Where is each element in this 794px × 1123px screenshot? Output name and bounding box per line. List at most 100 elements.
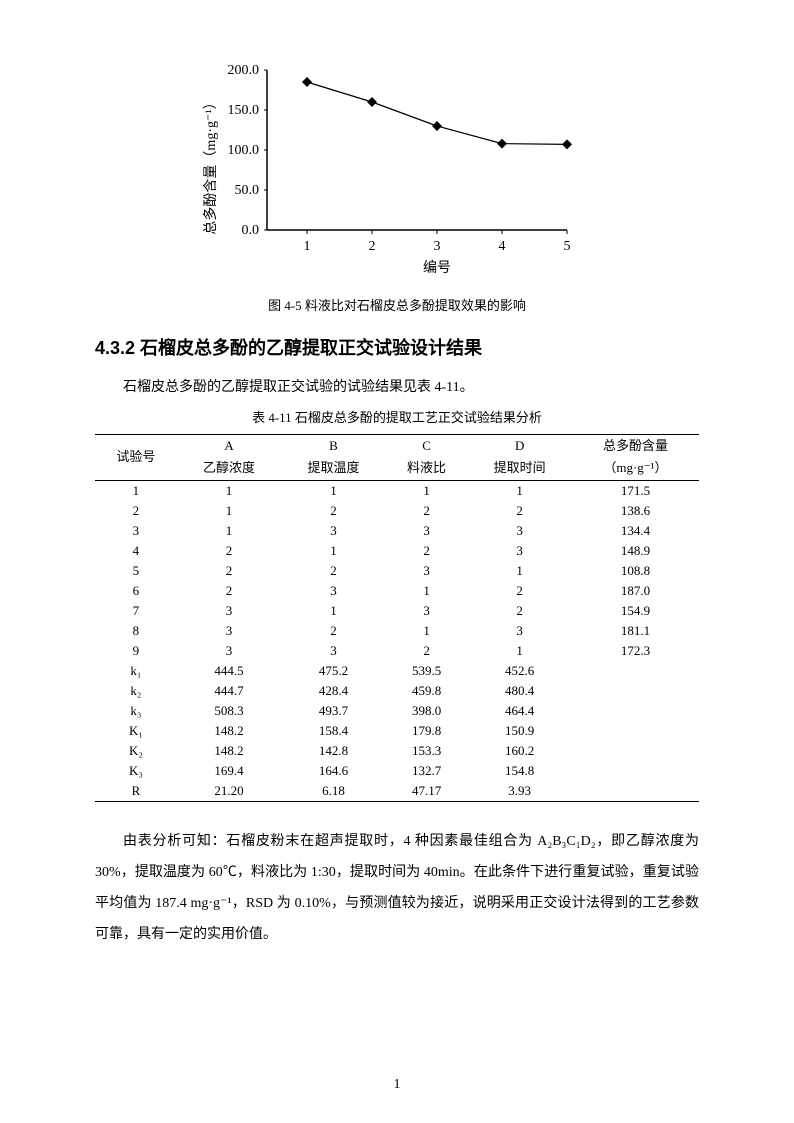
table-row: K₁148.2158.4179.8150.9	[95, 721, 699, 741]
table-cell: 2	[467, 501, 571, 521]
table-cell: 171.5	[572, 481, 699, 502]
table-cell: 150.9	[467, 721, 571, 741]
table-cell: 5	[95, 561, 177, 581]
table-cell: 2	[281, 501, 385, 521]
table-cell	[572, 741, 699, 761]
orthogonal-table: 试验号 A B C D 总多酚含量 乙醇浓度 提取温度 料液比 提取时间 （mg…	[95, 434, 699, 803]
table-cell: 1	[467, 641, 571, 661]
table-cell: 1	[281, 601, 385, 621]
table-cell: 1	[467, 481, 571, 502]
table-row: K₃169.4164.6132.7154.8	[95, 761, 699, 781]
table-cell: 154.8	[467, 761, 571, 781]
table-cell: 428.4	[281, 681, 385, 701]
ytick-3: 150.0	[228, 103, 260, 118]
table-row: 21222138.6	[95, 501, 699, 521]
table-cell: 475.2	[281, 661, 385, 681]
table-cell: 2	[386, 501, 468, 521]
table-cell: 1	[177, 501, 281, 521]
table-cell: 2	[281, 561, 385, 581]
table-row: 11111171.5	[95, 481, 699, 502]
table-cell: 3	[386, 601, 468, 621]
th-col0: 试验号	[95, 434, 177, 481]
table-cell: 2	[386, 541, 468, 561]
table-cell: k₃	[95, 701, 177, 721]
table-cell: 3	[281, 581, 385, 601]
table-cell: 2	[281, 621, 385, 641]
table-cell: 138.6	[572, 501, 699, 521]
y-axis-label: 总多酚含量（mg·g⁻¹）	[202, 95, 219, 234]
table-cell: 1	[95, 481, 177, 502]
table-cell: 3	[386, 561, 468, 581]
table-cell: 2	[386, 641, 468, 661]
table-cell: 2	[95, 501, 177, 521]
table-cell: 21.20	[177, 781, 281, 802]
table-cell: 3	[95, 521, 177, 541]
table-cell: 1	[281, 541, 385, 561]
th-col1-bot: 乙醇浓度	[177, 457, 281, 480]
th-col3-top: C	[386, 434, 468, 457]
table-cell: R	[95, 781, 177, 802]
table-cell: 3	[467, 521, 571, 541]
table-cell: 2	[467, 601, 571, 621]
table-cell	[572, 721, 699, 741]
table-cell: 3	[281, 521, 385, 541]
table-cell: 153.3	[386, 741, 468, 761]
table-cell: 398.0	[386, 701, 468, 721]
ytick-0: 0.0	[242, 223, 260, 238]
ytick-2: 100.0	[228, 143, 260, 158]
table-cell: 444.7	[177, 681, 281, 701]
table-cell: 9	[95, 641, 177, 661]
table-cell: K₂	[95, 741, 177, 761]
x-axis-label: 编号	[423, 260, 451, 276]
table-cell: 148.2	[177, 741, 281, 761]
table-cell: 459.8	[386, 681, 468, 701]
th-col2-top: B	[281, 434, 385, 457]
ytick-1: 50.0	[235, 183, 260, 198]
table-row: 83213181.1	[95, 621, 699, 641]
table-row: R21.206.1847.173.93	[95, 781, 699, 802]
table-cell: 179.8	[386, 721, 468, 741]
table-cell: 181.1	[572, 621, 699, 641]
marker-3	[432, 121, 442, 131]
table-cell: 6.18	[281, 781, 385, 802]
xtick-4: 5	[564, 239, 571, 254]
table-cell: 2	[177, 561, 281, 581]
marker-1	[302, 77, 312, 87]
xtick-3: 4	[499, 239, 506, 254]
table-cell: 134.4	[572, 521, 699, 541]
table-cell: 148.9	[572, 541, 699, 561]
table-cell: 539.5	[386, 661, 468, 681]
page-number: 1	[0, 1077, 794, 1093]
table-cell: 187.0	[572, 581, 699, 601]
conclusion-text: 由表分析可知：石榴皮粉末在超声提取时，4 种因素最佳组合为 A₂B₃C₁D₂，即…	[95, 827, 699, 950]
table-cell: 1	[177, 481, 281, 502]
table-cell: 6	[95, 581, 177, 601]
table-cell: 169.4	[177, 761, 281, 781]
table-row: 42123148.9	[95, 541, 699, 561]
table-cell: 3	[281, 641, 385, 661]
table-row: k₂444.7428.4459.8480.4	[95, 681, 699, 701]
table-cell: 3	[386, 521, 468, 541]
table-cell: K₁	[95, 721, 177, 741]
chart-container: 总多酚含量（mg·g⁻¹） 0.0 50.0 100.0 150.0 200.0…	[197, 50, 597, 280]
table-cell: 3	[177, 641, 281, 661]
table-cell: 3	[177, 621, 281, 641]
table-row: 62312187.0	[95, 581, 699, 601]
intro-text: 石榴皮总多酚的乙醇提取正交试验的试验结果见表 4-11。	[95, 375, 699, 402]
table-cell	[572, 681, 699, 701]
table-cell: 160.2	[467, 741, 571, 761]
table-cell: 47.17	[386, 781, 468, 802]
table-row: 93321172.3	[95, 641, 699, 661]
table-cell: 1	[386, 621, 468, 641]
table-cell: 3	[177, 601, 281, 621]
table-cell: 172.3	[572, 641, 699, 661]
xtick-2: 3	[434, 239, 441, 254]
table-caption: 表 4-11 石榴皮总多酚的提取工艺正交试验结果分析	[95, 407, 699, 426]
table-row: k₁444.5475.2539.5452.6	[95, 661, 699, 681]
table-cell: 2	[177, 541, 281, 561]
th-col5-top: 总多酚含量	[572, 434, 699, 457]
table-row: 73132154.9	[95, 601, 699, 621]
xtick-1: 2	[369, 239, 376, 254]
table-cell: 1	[281, 481, 385, 502]
th-col2-bot: 提取温度	[281, 457, 385, 480]
